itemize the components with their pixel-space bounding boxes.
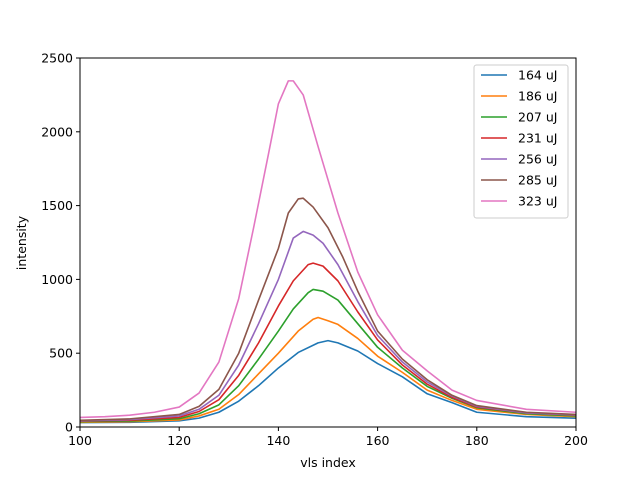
y-tick-label-1: 500 bbox=[49, 346, 73, 361]
x-tick-label-4: 180 bbox=[465, 433, 489, 448]
y-axis-ticks: 0 500 1000 1500 2000 2500 bbox=[41, 51, 80, 435]
legend-label-4: 256 uJ bbox=[518, 152, 557, 167]
x-tick-label-2: 140 bbox=[266, 433, 290, 448]
series-line-2 bbox=[80, 288, 576, 423]
series-line-5 bbox=[80, 197, 576, 422]
series-line-4 bbox=[80, 230, 576, 422]
x-axis-ticks: 100 120 140 160 180 200 bbox=[68, 427, 588, 448]
axes-frame bbox=[79, 57, 577, 428]
y-tick-label-3: 1500 bbox=[41, 198, 73, 213]
legend-label-5: 285 uJ bbox=[518, 173, 557, 188]
x-tick-label-0: 100 bbox=[68, 433, 92, 448]
series-line-3 bbox=[80, 262, 576, 422]
x-axis-label: vls index bbox=[300, 455, 356, 470]
y-axis-label: intensity bbox=[14, 215, 29, 270]
legend-label-3: 231 uJ bbox=[518, 131, 557, 146]
legend-label-6: 323 uJ bbox=[518, 194, 557, 209]
x-tick-label-5: 200 bbox=[564, 433, 588, 448]
legend-label-2: 207 uJ bbox=[518, 110, 557, 125]
series-line-1 bbox=[80, 316, 576, 424]
plot-lines bbox=[80, 80, 576, 424]
series-line-0 bbox=[80, 339, 576, 424]
y-tick-label-5: 2500 bbox=[41, 51, 73, 66]
series-line-6 bbox=[80, 80, 576, 419]
legend: 164 uJ 186 uJ 207 uJ 231 uJ 256 uJ 285 uJ 323 … bbox=[473, 64, 569, 219]
y-tick-label-4: 2000 bbox=[41, 124, 73, 139]
y-tick-label-2: 1000 bbox=[41, 272, 73, 287]
legend-label-0: 164 uJ bbox=[518, 68, 557, 83]
x-tick-label-1: 120 bbox=[167, 433, 191, 448]
y-tick-label-0: 0 bbox=[65, 420, 73, 435]
legend-label-1: 186 uJ bbox=[518, 89, 557, 104]
x-tick-label-3: 160 bbox=[366, 433, 390, 448]
